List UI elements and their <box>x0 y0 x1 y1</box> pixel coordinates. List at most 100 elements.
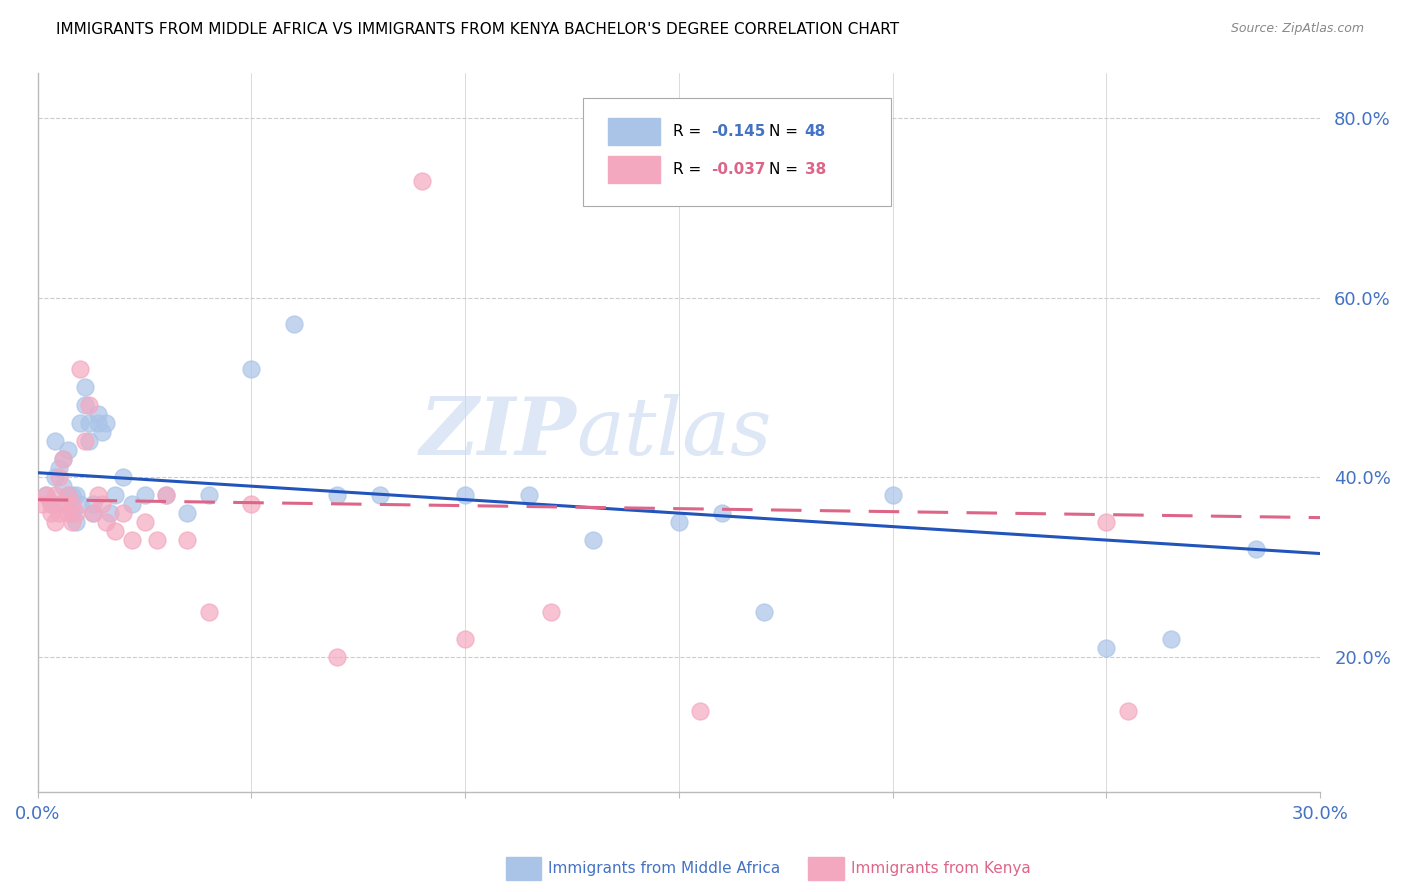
Point <box>1095 515 1118 529</box>
Point <box>48 461 70 475</box>
Text: 38: 38 <box>804 161 825 177</box>
Point <box>176 506 198 520</box>
Point <box>104 524 127 538</box>
Point <box>882 488 904 502</box>
Point <box>283 318 305 332</box>
Point <box>56 443 79 458</box>
Point <box>134 488 156 502</box>
Point <box>1116 704 1139 718</box>
Text: 48: 48 <box>804 124 825 138</box>
Text: R =: R = <box>672 124 706 138</box>
Point <box>86 488 108 502</box>
Point <box>82 506 104 520</box>
Point <box>155 488 177 502</box>
Text: N =: N = <box>769 161 803 177</box>
Point <box>56 488 79 502</box>
Point <box>44 488 66 502</box>
Point <box>31 497 53 511</box>
Point <box>65 506 87 520</box>
Point <box>689 704 711 718</box>
Bar <box>609 118 659 145</box>
Point <box>112 470 135 484</box>
Point <box>517 488 540 502</box>
Point <box>112 506 135 520</box>
Point <box>60 497 83 511</box>
Point <box>94 417 117 431</box>
Point <box>44 470 66 484</box>
Point <box>39 506 62 520</box>
Point <box>56 506 79 520</box>
Point <box>368 488 391 502</box>
Point <box>44 434 66 449</box>
Point <box>60 488 83 502</box>
Point <box>146 533 169 547</box>
Point <box>90 497 112 511</box>
Text: R =: R = <box>672 161 706 177</box>
FancyBboxPatch shape <box>582 98 890 206</box>
Point <box>710 506 733 520</box>
Text: Source: ZipAtlas.com: Source: ZipAtlas.com <box>1230 22 1364 36</box>
Text: IMMIGRANTS FROM MIDDLE AFRICA VS IMMIGRANTS FROM KENYA BACHELOR'S DEGREE CORRELA: IMMIGRANTS FROM MIDDLE AFRICA VS IMMIGRA… <box>56 22 900 37</box>
Point <box>240 497 263 511</box>
Text: atlas: atlas <box>576 393 772 471</box>
Text: Immigrants from Kenya: Immigrants from Kenya <box>851 862 1031 876</box>
Point <box>411 174 433 188</box>
Point <box>52 479 75 493</box>
Bar <box>609 155 659 183</box>
Point <box>60 506 83 520</box>
Point <box>48 470 70 484</box>
Point <box>94 515 117 529</box>
Point <box>48 506 70 520</box>
Point <box>98 506 121 520</box>
Point <box>52 452 75 467</box>
Point <box>668 515 690 529</box>
Point <box>134 515 156 529</box>
Point <box>69 497 91 511</box>
Point <box>197 605 219 619</box>
Point <box>240 362 263 376</box>
Point <box>155 488 177 502</box>
Text: N =: N = <box>769 124 803 138</box>
Point <box>69 362 91 376</box>
Point <box>197 488 219 502</box>
Point <box>90 425 112 440</box>
Point <box>176 533 198 547</box>
Point <box>35 488 58 502</box>
Point <box>65 488 87 502</box>
Point <box>48 497 70 511</box>
Text: ZIP: ZIP <box>419 393 576 471</box>
Point <box>35 488 58 502</box>
Point <box>86 407 108 421</box>
Point <box>39 497 62 511</box>
Point <box>52 452 75 467</box>
Point <box>582 533 605 547</box>
Point <box>82 497 104 511</box>
Point <box>540 605 562 619</box>
Point <box>73 434 96 449</box>
Point <box>454 488 477 502</box>
Text: -0.037: -0.037 <box>711 161 765 177</box>
Point <box>1244 542 1267 557</box>
Point <box>69 417 91 431</box>
Point <box>754 605 776 619</box>
Point <box>73 398 96 412</box>
Point <box>1095 640 1118 655</box>
Point <box>1160 632 1182 646</box>
Point <box>326 649 349 664</box>
Text: Immigrants from Middle Africa: Immigrants from Middle Africa <box>548 862 780 876</box>
Point <box>60 515 83 529</box>
Point <box>77 417 100 431</box>
Point <box>39 497 62 511</box>
Point <box>121 533 143 547</box>
Point <box>104 488 127 502</box>
Point <box>121 497 143 511</box>
Text: -0.145: -0.145 <box>711 124 765 138</box>
Point <box>326 488 349 502</box>
Point <box>56 488 79 502</box>
Point <box>82 506 104 520</box>
Point <box>86 417 108 431</box>
Point <box>52 497 75 511</box>
Point <box>77 434 100 449</box>
Point <box>65 515 87 529</box>
Point <box>73 380 96 394</box>
